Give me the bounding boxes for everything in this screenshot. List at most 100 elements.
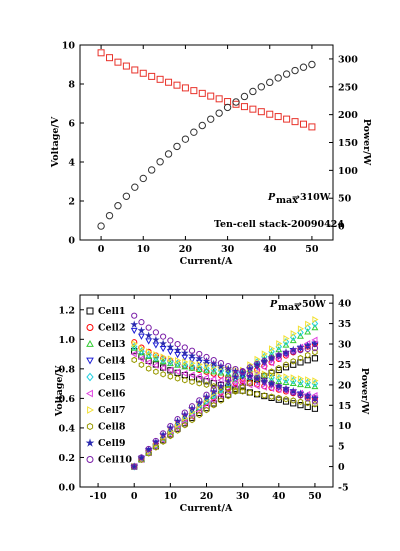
voltage-point <box>190 87 198 95</box>
y-tick-label: 0.0 <box>58 483 75 494</box>
cell-power-point <box>152 437 159 445</box>
cell-power-point <box>167 432 174 440</box>
cell-voltage-point <box>232 365 239 373</box>
cell-voltage-point <box>202 357 211 365</box>
power-point <box>114 202 122 210</box>
voltage-point <box>283 115 291 123</box>
cell-voltage-point <box>167 337 174 344</box>
voltage-point <box>207 92 215 100</box>
cell-voltage-point <box>239 388 246 395</box>
cell-voltage-point <box>188 371 195 379</box>
legend-marker <box>85 389 93 398</box>
cell-voltage-point <box>144 331 153 339</box>
cell-power-point <box>305 320 312 328</box>
voltage-point <box>224 98 232 106</box>
cell-voltage-point <box>145 338 153 345</box>
cell-power-point <box>267 359 275 367</box>
y-axis-label: Voltage/V <box>54 365 65 417</box>
cell-power-point <box>196 411 203 419</box>
y-tick-label: 0.6 <box>58 394 75 405</box>
cell-voltage-point <box>268 380 275 387</box>
power-point <box>181 135 190 143</box>
cell-power-point <box>282 364 290 371</box>
cell-power-point <box>247 380 253 387</box>
cell-power-point <box>254 360 261 368</box>
cell-voltage-point <box>160 333 167 340</box>
cell-power-point <box>297 325 305 333</box>
power-point <box>215 109 223 117</box>
voltage-point <box>232 100 240 108</box>
cell-voltage-point <box>138 361 145 368</box>
x-axis-label: Current/A <box>180 503 233 514</box>
cell-power-point <box>160 430 167 437</box>
cell-voltage-point <box>166 366 173 374</box>
y-tick-label: 1.2 <box>58 305 75 316</box>
cell-voltage-point <box>311 405 319 412</box>
y-axis-label: Voltage/V <box>50 116 61 168</box>
cell-voltage-point <box>130 350 137 358</box>
cell-power-point <box>283 361 289 368</box>
cell-voltage-point <box>267 385 275 392</box>
voltage-point <box>257 108 265 116</box>
cell-voltage-point <box>175 356 182 364</box>
pmax-value: →310W <box>292 192 331 203</box>
legend-marker <box>86 456 94 463</box>
cell-voltage-point <box>145 365 152 372</box>
cell-power-point <box>260 363 267 371</box>
voltage-point <box>156 75 164 83</box>
x-tick-label: 10 <box>137 244 151 255</box>
cell-voltage-point <box>282 398 290 405</box>
voltage-point <box>215 95 223 103</box>
cell-power-point <box>253 368 260 376</box>
x-tick-label: 30 <box>221 244 235 255</box>
cell-power-point <box>276 364 282 372</box>
cell-power-point <box>232 388 239 395</box>
cell-voltage-point <box>189 378 195 386</box>
y-tick-label: 0.8 <box>58 364 75 375</box>
cell-voltage-point <box>261 392 268 399</box>
voltage-point <box>148 72 156 80</box>
power-point <box>291 66 299 75</box>
cell-power-point <box>210 397 217 405</box>
cell-power-point <box>304 351 311 359</box>
power-point <box>164 150 173 158</box>
voltage-point <box>114 58 122 66</box>
cell-power-point <box>145 445 152 453</box>
cell-voltage-point <box>311 394 319 402</box>
plot-frame <box>79 44 334 241</box>
cell-voltage-point <box>305 376 312 384</box>
cell-voltage-point <box>188 351 196 360</box>
cell-power-point <box>175 421 182 429</box>
axes: -10 0 10 20 30 40 50 0.0 0.2 0.4 0.6 0.8 1.0 1.2 -5 0 5 1… <box>58 295 352 502</box>
cell-power-point <box>304 357 311 364</box>
x-tick-label: 20 <box>179 244 193 255</box>
x-tick-label: 50 <box>305 244 319 255</box>
cell-power-point <box>217 392 224 400</box>
y2-tick-label: 200 <box>338 110 358 121</box>
cell-power-point <box>311 319 319 328</box>
y-tick-label: 0.4 <box>58 423 75 434</box>
cell-voltage-point <box>145 359 152 366</box>
cell-voltage-point <box>174 340 181 348</box>
cell-voltage-point <box>195 372 202 380</box>
cell-power-point <box>290 348 297 355</box>
cell-voltage-point <box>289 379 297 387</box>
pmax-annotation: P max →50W <box>269 299 326 313</box>
y2-tick-label: 100 <box>338 166 358 177</box>
data-marks <box>97 49 316 230</box>
y-tick-label: 1.0 <box>58 335 75 346</box>
cell-voltage-point <box>174 352 182 359</box>
x-tick-label: 50 <box>308 491 322 502</box>
power-point <box>198 121 206 130</box>
y2-tick-label: 0 <box>338 462 345 473</box>
power-point <box>139 174 147 183</box>
legend-label: Cell4 <box>98 356 126 367</box>
cell-voltage-point <box>209 359 218 368</box>
cell-power-point <box>312 316 319 323</box>
power-point <box>147 166 156 174</box>
cell-voltage-point <box>203 381 210 388</box>
voltage-point <box>173 81 181 89</box>
cell-voltage-point <box>188 374 196 381</box>
cell-power-point <box>283 335 290 342</box>
